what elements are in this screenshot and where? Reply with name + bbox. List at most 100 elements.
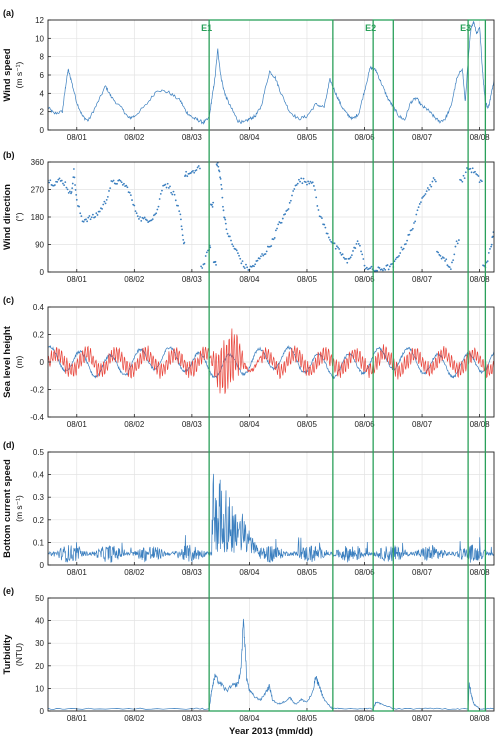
wind-direction-point [200, 265, 202, 268]
wind-direction-point [324, 226, 327, 229]
y-tick-label: 0 [40, 707, 45, 716]
wind-direction-point [437, 251, 440, 254]
x-tick-label: 08/08 [470, 420, 491, 429]
wind-direction-point [57, 178, 60, 181]
wind-direction-point [424, 193, 427, 195]
wind-direction-point [161, 189, 163, 192]
y-tick-label: 4 [40, 89, 45, 98]
wind-direction-point [405, 243, 407, 245]
wind-direction-point [333, 242, 336, 245]
wind-direction-point [102, 203, 105, 206]
wind-direction-point [256, 259, 259, 262]
wind-direction-point [131, 199, 133, 201]
wind-direction-point [49, 179, 52, 182]
wind-direction-point [454, 245, 457, 248]
wind-direction-point [391, 263, 394, 265]
wind-direction-point [63, 184, 66, 187]
wind-direction-point [217, 165, 220, 168]
x-tick-label: 08/07 [412, 275, 433, 284]
y-axis-unit: (m s⁻¹) [14, 61, 24, 88]
wind-direction-point [220, 183, 223, 186]
event-box-e2 [372, 19, 394, 712]
wind-direction-point [178, 210, 181, 213]
wind-direction-point [179, 213, 182, 216]
wind-direction-point [308, 182, 311, 185]
wind-direction-point [420, 201, 422, 204]
y-tick-label: 180 [31, 213, 45, 222]
panel-tag: (e) [3, 586, 14, 596]
wind-direction-point [90, 216, 93, 219]
wind-direction-point [486, 260, 489, 263]
wind-direction-point [209, 246, 212, 249]
panel-4 [47, 451, 495, 566]
wind-direction-point [128, 191, 131, 194]
wind-direction-point [123, 182, 125, 185]
wind-direction-point [402, 247, 405, 250]
wind-direction-point [277, 223, 280, 226]
wind-direction-point [66, 188, 69, 191]
wind-direction-point [453, 253, 456, 256]
wind-direction-point [287, 208, 290, 210]
wind-direction-point [288, 201, 291, 204]
wind-direction-point [139, 216, 141, 218]
wind-direction-point [177, 204, 179, 207]
wind-direction-point [262, 254, 265, 257]
wind-direction-point [232, 245, 235, 248]
wind-direction-point [56, 181, 59, 183]
wind-direction-point [71, 182, 74, 185]
wind-direction-point [410, 229, 413, 231]
y-tick-label: 0.3 [33, 493, 45, 502]
wind-direction-point [75, 198, 78, 201]
wind-direction-point [215, 263, 217, 266]
wind-direction-point [212, 201, 215, 204]
x-tick-label: 08/01 [67, 420, 88, 429]
panel-2-data [48, 162, 494, 272]
wind-direction-point [314, 189, 316, 191]
wind-direction-point [264, 253, 267, 255]
wind-direction-point [280, 221, 283, 224]
wind-direction-point [120, 181, 123, 184]
x-tick-label: 08/02 [124, 714, 145, 723]
wind-direction-point [62, 182, 64, 185]
wind-direction-point [273, 237, 276, 239]
wind-direction-point [225, 228, 228, 231]
wind-direction-point [418, 203, 421, 205]
wind-direction-point [258, 257, 261, 260]
wind-direction-point [345, 258, 348, 260]
wind-direction-point [219, 176, 221, 179]
y-axis-unit: (°) [14, 212, 24, 221]
wind-direction-point [422, 195, 425, 198]
wind-direction-point [218, 170, 221, 173]
wind-direction-point [426, 187, 429, 189]
wind-direction-point [281, 217, 284, 220]
wind-direction-point [106, 196, 109, 198]
wind-direction-point [378, 267, 381, 269]
wind-direction-point [184, 174, 187, 177]
y-tick-label: 90 [35, 241, 44, 250]
event-label-e3: E3 [460, 23, 471, 33]
y-tick-label: 0 [40, 358, 45, 367]
wind-direction-point [471, 167, 474, 170]
wind-direction-point [469, 167, 472, 170]
wind-direction-point [171, 193, 174, 196]
wind-direction-point [396, 256, 399, 258]
event-box-e1 [208, 19, 334, 712]
wind-direction-point [352, 250, 354, 252]
wind-direction-point [286, 209, 289, 212]
wind-direction-point [174, 199, 177, 202]
wind-direction-point [433, 178, 436, 181]
series-line-blue [48, 473, 494, 564]
wind-direction-point [449, 268, 452, 271]
wind-direction-point [74, 189, 77, 191]
wind-direction-point [135, 212, 138, 215]
wind-direction-point [338, 248, 341, 250]
wind-direction-point [364, 267, 367, 270]
wind-direction-point [195, 169, 198, 171]
wind-direction-point [316, 205, 319, 207]
x-tick-label: 08/08 [470, 568, 491, 577]
wind-direction-point [67, 191, 70, 194]
wind-direction-point [158, 198, 161, 200]
wind-direction-point [470, 171, 473, 174]
panel-tag: (c) [3, 295, 14, 305]
wind-direction-point [270, 245, 273, 247]
